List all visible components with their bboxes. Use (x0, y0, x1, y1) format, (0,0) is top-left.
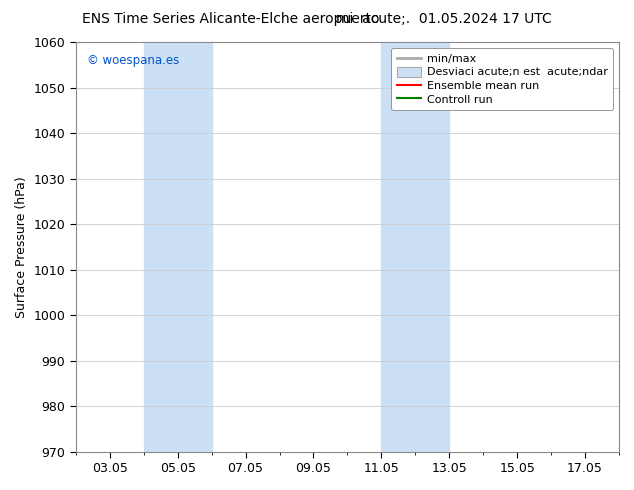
Bar (144, 42, 212, 452)
Text: ENS Time Series Alicante-Elche aeropuerto: ENS Time Series Alicante-Elche aeropuert… (82, 12, 380, 26)
Legend: min/max, Desviaci acute;n est  acute;ndar, Ensemble mean run, Controll run: min/max, Desviaci acute;n est acute;ndar… (391, 48, 614, 110)
Bar (382, 42, 450, 452)
Text: © woespana.es: © woespana.es (87, 54, 179, 67)
Text: mi  acute;.  01.05.2024 17 UTC: mi acute;. 01.05.2024 17 UTC (336, 12, 552, 26)
Y-axis label: Surface Pressure (hPa): Surface Pressure (hPa) (15, 176, 28, 318)
